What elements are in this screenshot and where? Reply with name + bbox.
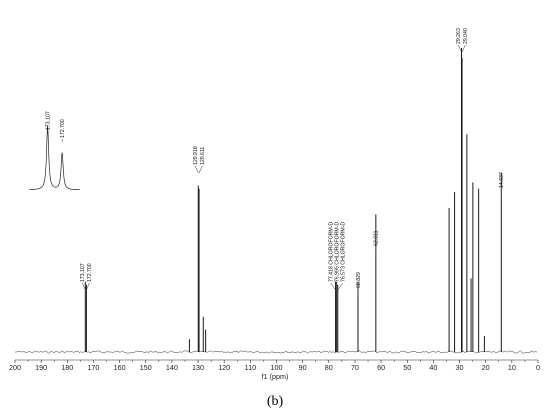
x-tick-label-180: 180 [61,363,73,372]
baseline-noise [14,350,538,354]
label-connector-4 [330,282,336,291]
x-tick-label-110: 110 [245,363,256,372]
label-connector-10 [461,44,466,53]
x-tick-label-150: 150 [140,363,152,372]
label-connector-0 [82,282,86,291]
x-tick-label-120: 120 [218,363,230,372]
peak-label-10: 29.040 [463,28,469,44]
x-tick-label-20: 20 [482,363,490,372]
spectrum-peaks [14,48,538,354]
peak-label-1: 172.700 [87,263,93,282]
label-connector-1 [86,282,90,291]
inset-label-1: 172.700 [60,119,66,138]
x-tick-label-30: 30 [456,363,464,372]
x-tick-label-170: 170 [87,363,99,372]
inset-expansion: 173.107 172.700 [29,111,80,191]
x-tick-label-70: 70 [351,363,359,372]
x-tick-label-50: 50 [403,363,411,372]
x-axis: 200 190 180 170 160 150 140 130 120 110 100 90 80 70 6… [9,359,540,372]
x-tick-label-0: 0 [536,363,540,372]
x-tick-label-80: 80 [325,363,333,372]
x-tick-label-140: 140 [166,363,178,372]
inset-trace [29,125,80,191]
x-axis-title: f1 (ppm) [262,372,289,381]
peak-label-0: 173.107 [80,263,86,282]
peak-label-5: 76.995 CHLOROFORM-D [335,222,341,283]
label-connector-3 [198,165,203,174]
label-connector-2 [194,165,199,174]
figure-caption: (b) [266,394,284,409]
peak-label-8: 62.011 [374,230,380,246]
x-tick-label-10: 10 [508,363,516,372]
x-tick-label-40: 40 [429,363,437,372]
x-tick-label-160: 160 [114,363,126,372]
peak-label-2: 129.918 [193,146,199,165]
inset-label-0: 173.107 [45,111,51,130]
x-tick-label-130: 130 [192,363,204,372]
x-tick-label-60: 60 [377,363,385,372]
peak-label-4: 77.418 CHLOROFORM-D [329,222,335,283]
peak-label-11: 14.037 [499,172,505,188]
label-connector-6 [337,282,343,291]
peak-labels: 173.107 172.700 129.918 129.611 77.418 CHLOR… [80,28,505,296]
label-connector-9 [458,44,462,53]
x-tick-label-190: 190 [35,363,47,372]
x-tick-label-90: 90 [299,363,307,372]
peak-label-6: 76.573 CHLOROFORM-D [341,222,347,283]
peak-label-3: 129.611 [200,147,206,165]
peak-label-9: 29.263 [456,28,462,44]
peak-label-7: 68.829 [356,272,362,288]
x-tick-label-200: 200 [9,363,21,372]
x-tick-label-100: 100 [271,363,283,372]
